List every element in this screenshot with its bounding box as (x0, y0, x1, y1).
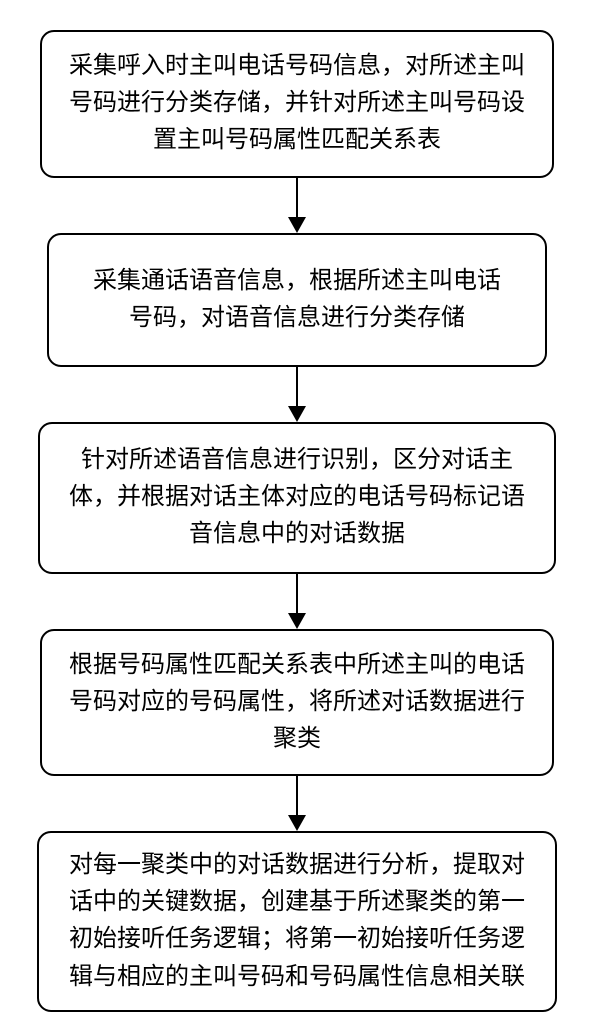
flowchart-arrow-2 (288, 367, 306, 422)
flowchart-node-4: 根据号码属性匹配关系表中所述主叫的电话号码对应的号码属性，将所述对话数据进行聚类 (40, 629, 554, 777)
arrow-head-icon (288, 815, 306, 831)
flowchart-container: 采集呼入时主叫电话号码信息，对所述主叫号码进行分类存储，并针对所述主叫号码设置主… (0, 0, 594, 1012)
flowchart-node-1: 采集呼入时主叫电话号码信息，对所述主叫号码进行分类存储，并针对所述主叫号码设置主… (40, 30, 554, 178)
flowchart-arrow-4 (288, 776, 306, 831)
arrow-head-icon (288, 613, 306, 629)
arrow-line (296, 367, 298, 407)
flowchart-node-2: 采集通话语音信息，根据所述主叫电话号码，对语音信息进行分类存储 (47, 233, 547, 367)
flowchart-node-3: 针对所述语音信息进行识别，区分对话主体，并根据对话主体对应的电话号码标记语音信息… (38, 422, 556, 574)
arrow-line (296, 776, 298, 816)
flowchart-node-5: 对每一聚类中的对话数据进行分析，提取对话中的关键数据，创建基于所述聚类的第一初始… (37, 831, 557, 1012)
arrow-line (296, 574, 298, 614)
arrow-head-icon (288, 217, 306, 233)
arrow-line (296, 178, 298, 218)
flowchart-arrow-3 (288, 574, 306, 629)
arrow-head-icon (288, 406, 306, 422)
flowchart-arrow-1 (288, 178, 306, 233)
